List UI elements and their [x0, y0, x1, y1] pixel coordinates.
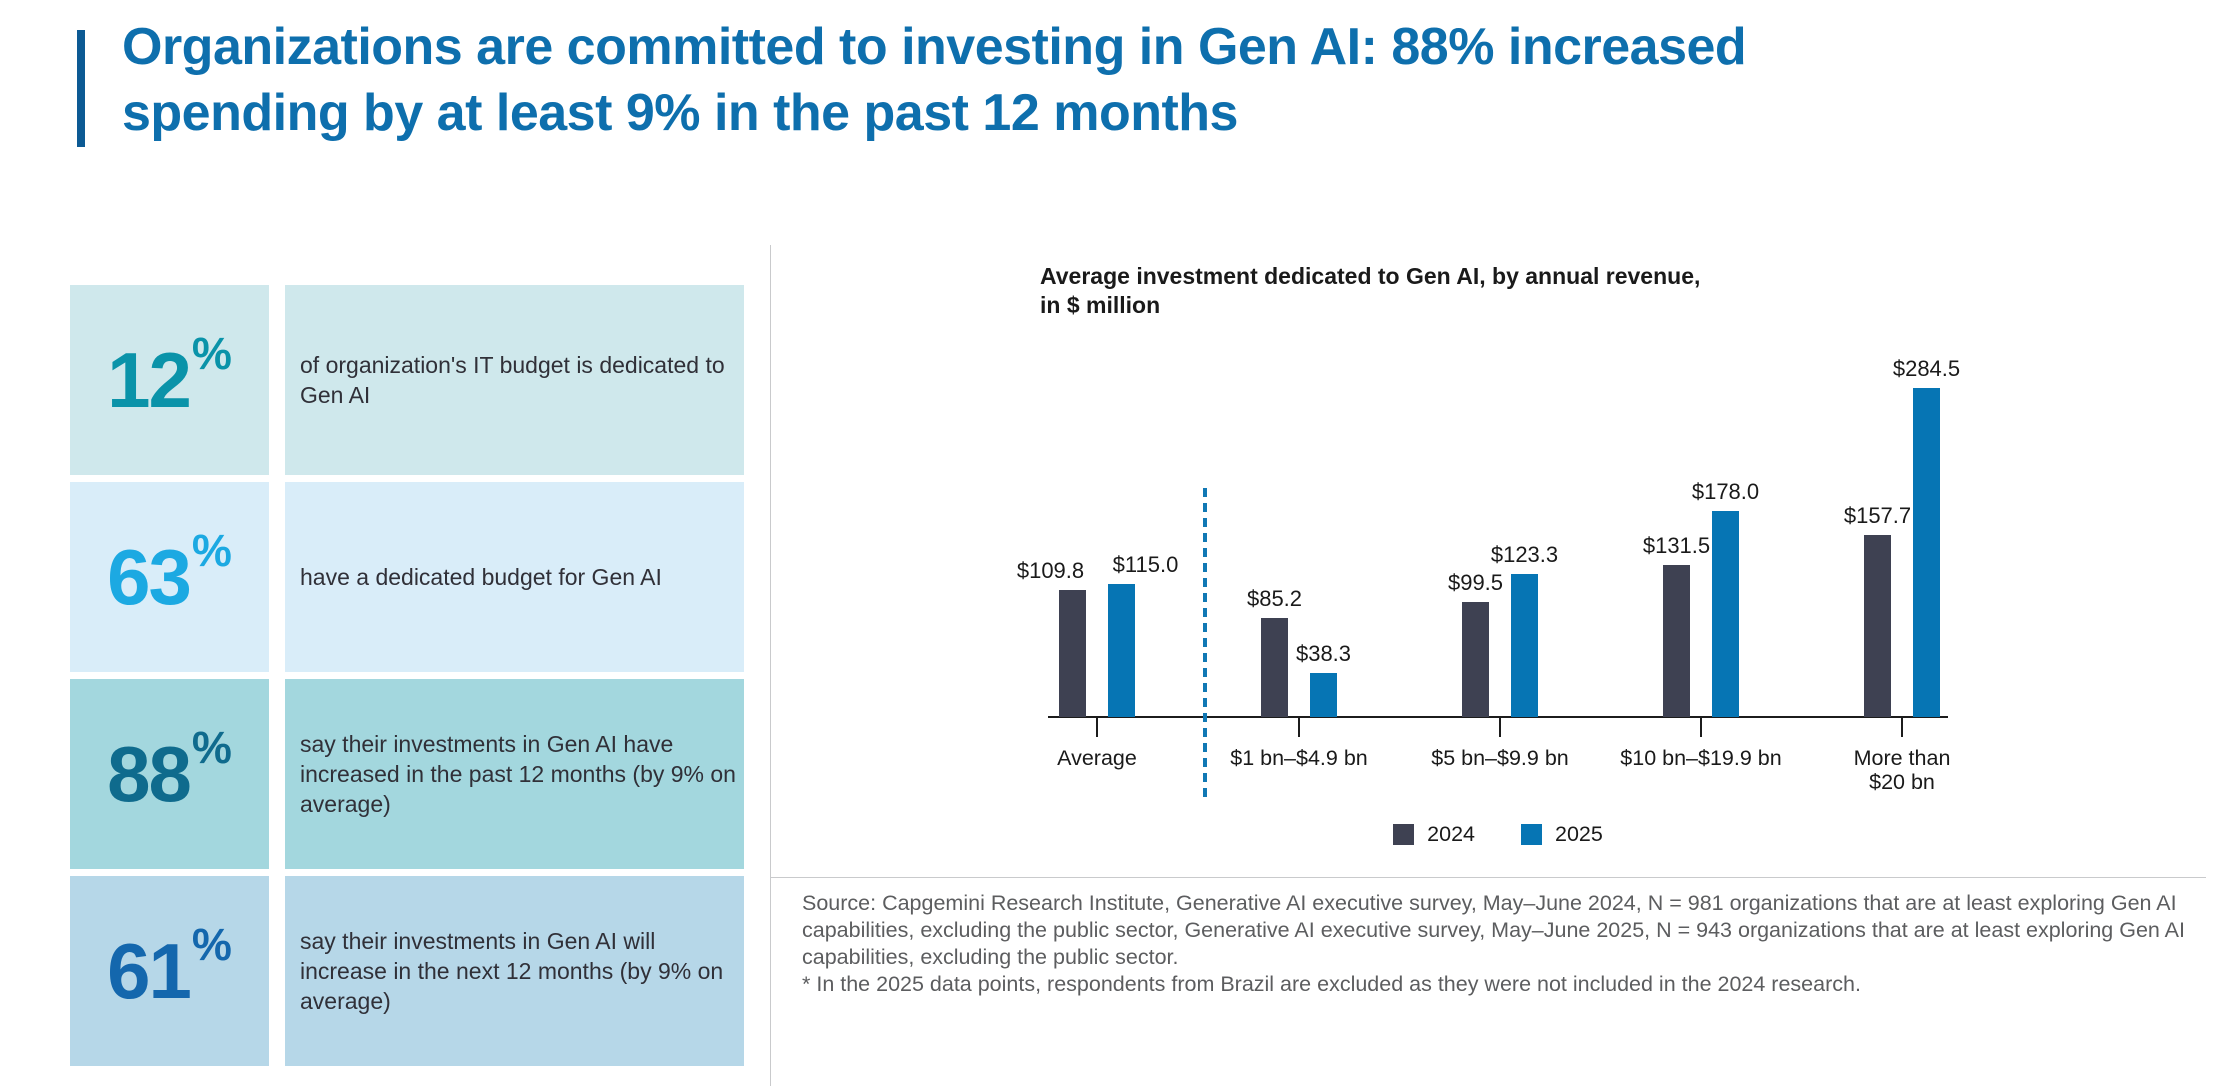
bar-value-label: $85.2 — [1246, 586, 1303, 611]
stat-value-number: 61 — [107, 926, 192, 1015]
stat-value-number: 12 — [107, 335, 192, 424]
bar-2025-2 — [1310, 673, 1337, 717]
legend-label-2024: 2024 — [1427, 822, 1475, 846]
bar-2025-4 — [1712, 511, 1739, 717]
x-axis-tick — [1499, 717, 1501, 737]
x-axis-tick — [1298, 717, 1300, 737]
bar-value-label: $157.7 — [1843, 503, 1912, 528]
average-separator-dashed-line — [1203, 488, 1207, 800]
stat-cell-gap — [269, 679, 285, 869]
bar-2024-1 — [1059, 590, 1086, 717]
stat-cell-gap — [269, 285, 285, 475]
bar-2025-5 — [1913, 388, 1940, 717]
legend-label-2025: 2025 — [1555, 822, 1603, 846]
page-title-line2: spending by at least 9% in the past 12 m… — [122, 84, 1238, 142]
stat-value-number: 88 — [107, 729, 192, 818]
x-axis-tick — [1700, 717, 1702, 737]
bar-value-label: $99.5 — [1447, 570, 1504, 595]
stat-description-cell: have a dedicated budget for Gen AI — [285, 482, 744, 672]
legend-swatch-2024 — [1393, 824, 1415, 845]
stat-value: 12% — [70, 285, 269, 475]
footer-divider — [770, 877, 2206, 878]
stat-value-percent-sign: % — [191, 919, 232, 970]
stat-value-percent-sign: % — [191, 525, 232, 576]
chart-legend: 2024 2025 — [1048, 822, 1948, 847]
stat-description: say their investments in Gen AI have inc… — [300, 731, 736, 817]
stat-row-12pct: 12% of organization's IT budget is dedica… — [70, 285, 744, 475]
bar-value-label: $109.8 — [1016, 558, 1085, 583]
legend-swatch-2025 — [1521, 824, 1542, 845]
stat-description: have a dedicated budget for Gen AI — [300, 564, 662, 590]
bar-2025-3 — [1511, 574, 1538, 717]
x-axis-tick — [1901, 717, 1903, 737]
bar-value-label: $284.5 — [1892, 356, 1961, 381]
stat-description-cell: say their investments in Gen AI have inc… — [285, 679, 744, 869]
chart-title: Average investment dedicated to Gen AI, … — [1040, 262, 1940, 320]
bar-value-label: $131.5 — [1642, 533, 1711, 558]
stat-value-number: 63 — [107, 532, 192, 621]
stat-description-cell: say their investments in Gen AI will inc… — [285, 876, 744, 1066]
stat-value: 63% — [70, 482, 269, 672]
x-axis-tick — [1096, 717, 1098, 737]
stat-row-61pct: 61% say their investments in Gen AI will … — [70, 876, 744, 1066]
stat-row-88pct: 88% say their investments in Gen AI have … — [70, 679, 744, 869]
stats-panel: 12% of organization's IT budget is dedica… — [70, 285, 744, 1066]
source-text: Source: Capgemini Research Institute, Ge… — [802, 891, 2185, 969]
source-note: Source: Capgemini Research Institute, Ge… — [802, 890, 2200, 998]
footnote-text: * In the 2025 data points, respondents f… — [802, 972, 1861, 996]
chart-title-line1: Average investment dedicated to Gen AI, … — [1040, 263, 1701, 289]
x-axis-label: $10 bn–$19.9 bn — [1620, 746, 1782, 770]
legend-item-2024: 2024 — [1393, 822, 1475, 847]
x-axis-label: More than $20 bn — [1853, 746, 1951, 794]
bar-2024-4 — [1663, 565, 1690, 717]
bar-value-label: $38.3 — [1295, 641, 1352, 666]
bar-2024-5 — [1864, 535, 1891, 717]
title-accent-bar — [77, 30, 85, 147]
stat-description: say their investments in Gen AI will inc… — [300, 928, 724, 1014]
x-axis-label: $5 bn–$9.9 bn — [1431, 746, 1569, 770]
stat-cell-gap — [269, 482, 285, 672]
bar-value-label: $178.0 — [1691, 479, 1760, 504]
stat-value-percent-sign: % — [191, 722, 232, 773]
chart-title-line2: in $ million — [1040, 292, 1161, 318]
page-title-line1: Organizations are committed to investing… — [122, 18, 1747, 76]
legend-item-2025: 2025 — [1521, 822, 1603, 847]
bar-2024-3 — [1462, 602, 1489, 717]
bar-2025-1 — [1108, 584, 1135, 717]
x-axis-label: $1 bn–$4.9 bn — [1230, 746, 1368, 770]
stat-row-63pct: 63% have a dedicated budget for Gen AI — [70, 482, 744, 672]
x-axis-line — [1048, 716, 1948, 718]
stat-value: 88% — [70, 679, 269, 869]
bar-2024-2 — [1261, 618, 1288, 717]
bar-value-label: $115.0 — [1112, 552, 1179, 577]
stat-description: of organization's IT budget is dedicated… — [300, 352, 725, 408]
vertical-divider — [770, 245, 771, 1086]
page-title: Organizations are committed to investing… — [122, 14, 2162, 146]
stat-value: 61% — [70, 876, 269, 1066]
x-axis-label: Average — [1057, 746, 1137, 770]
bar-value-label: $123.3 — [1490, 542, 1559, 567]
stat-value-percent-sign: % — [191, 328, 232, 379]
stat-cell-gap — [269, 876, 285, 1066]
stat-description-cell: of organization's IT budget is dedicated… — [285, 285, 744, 475]
